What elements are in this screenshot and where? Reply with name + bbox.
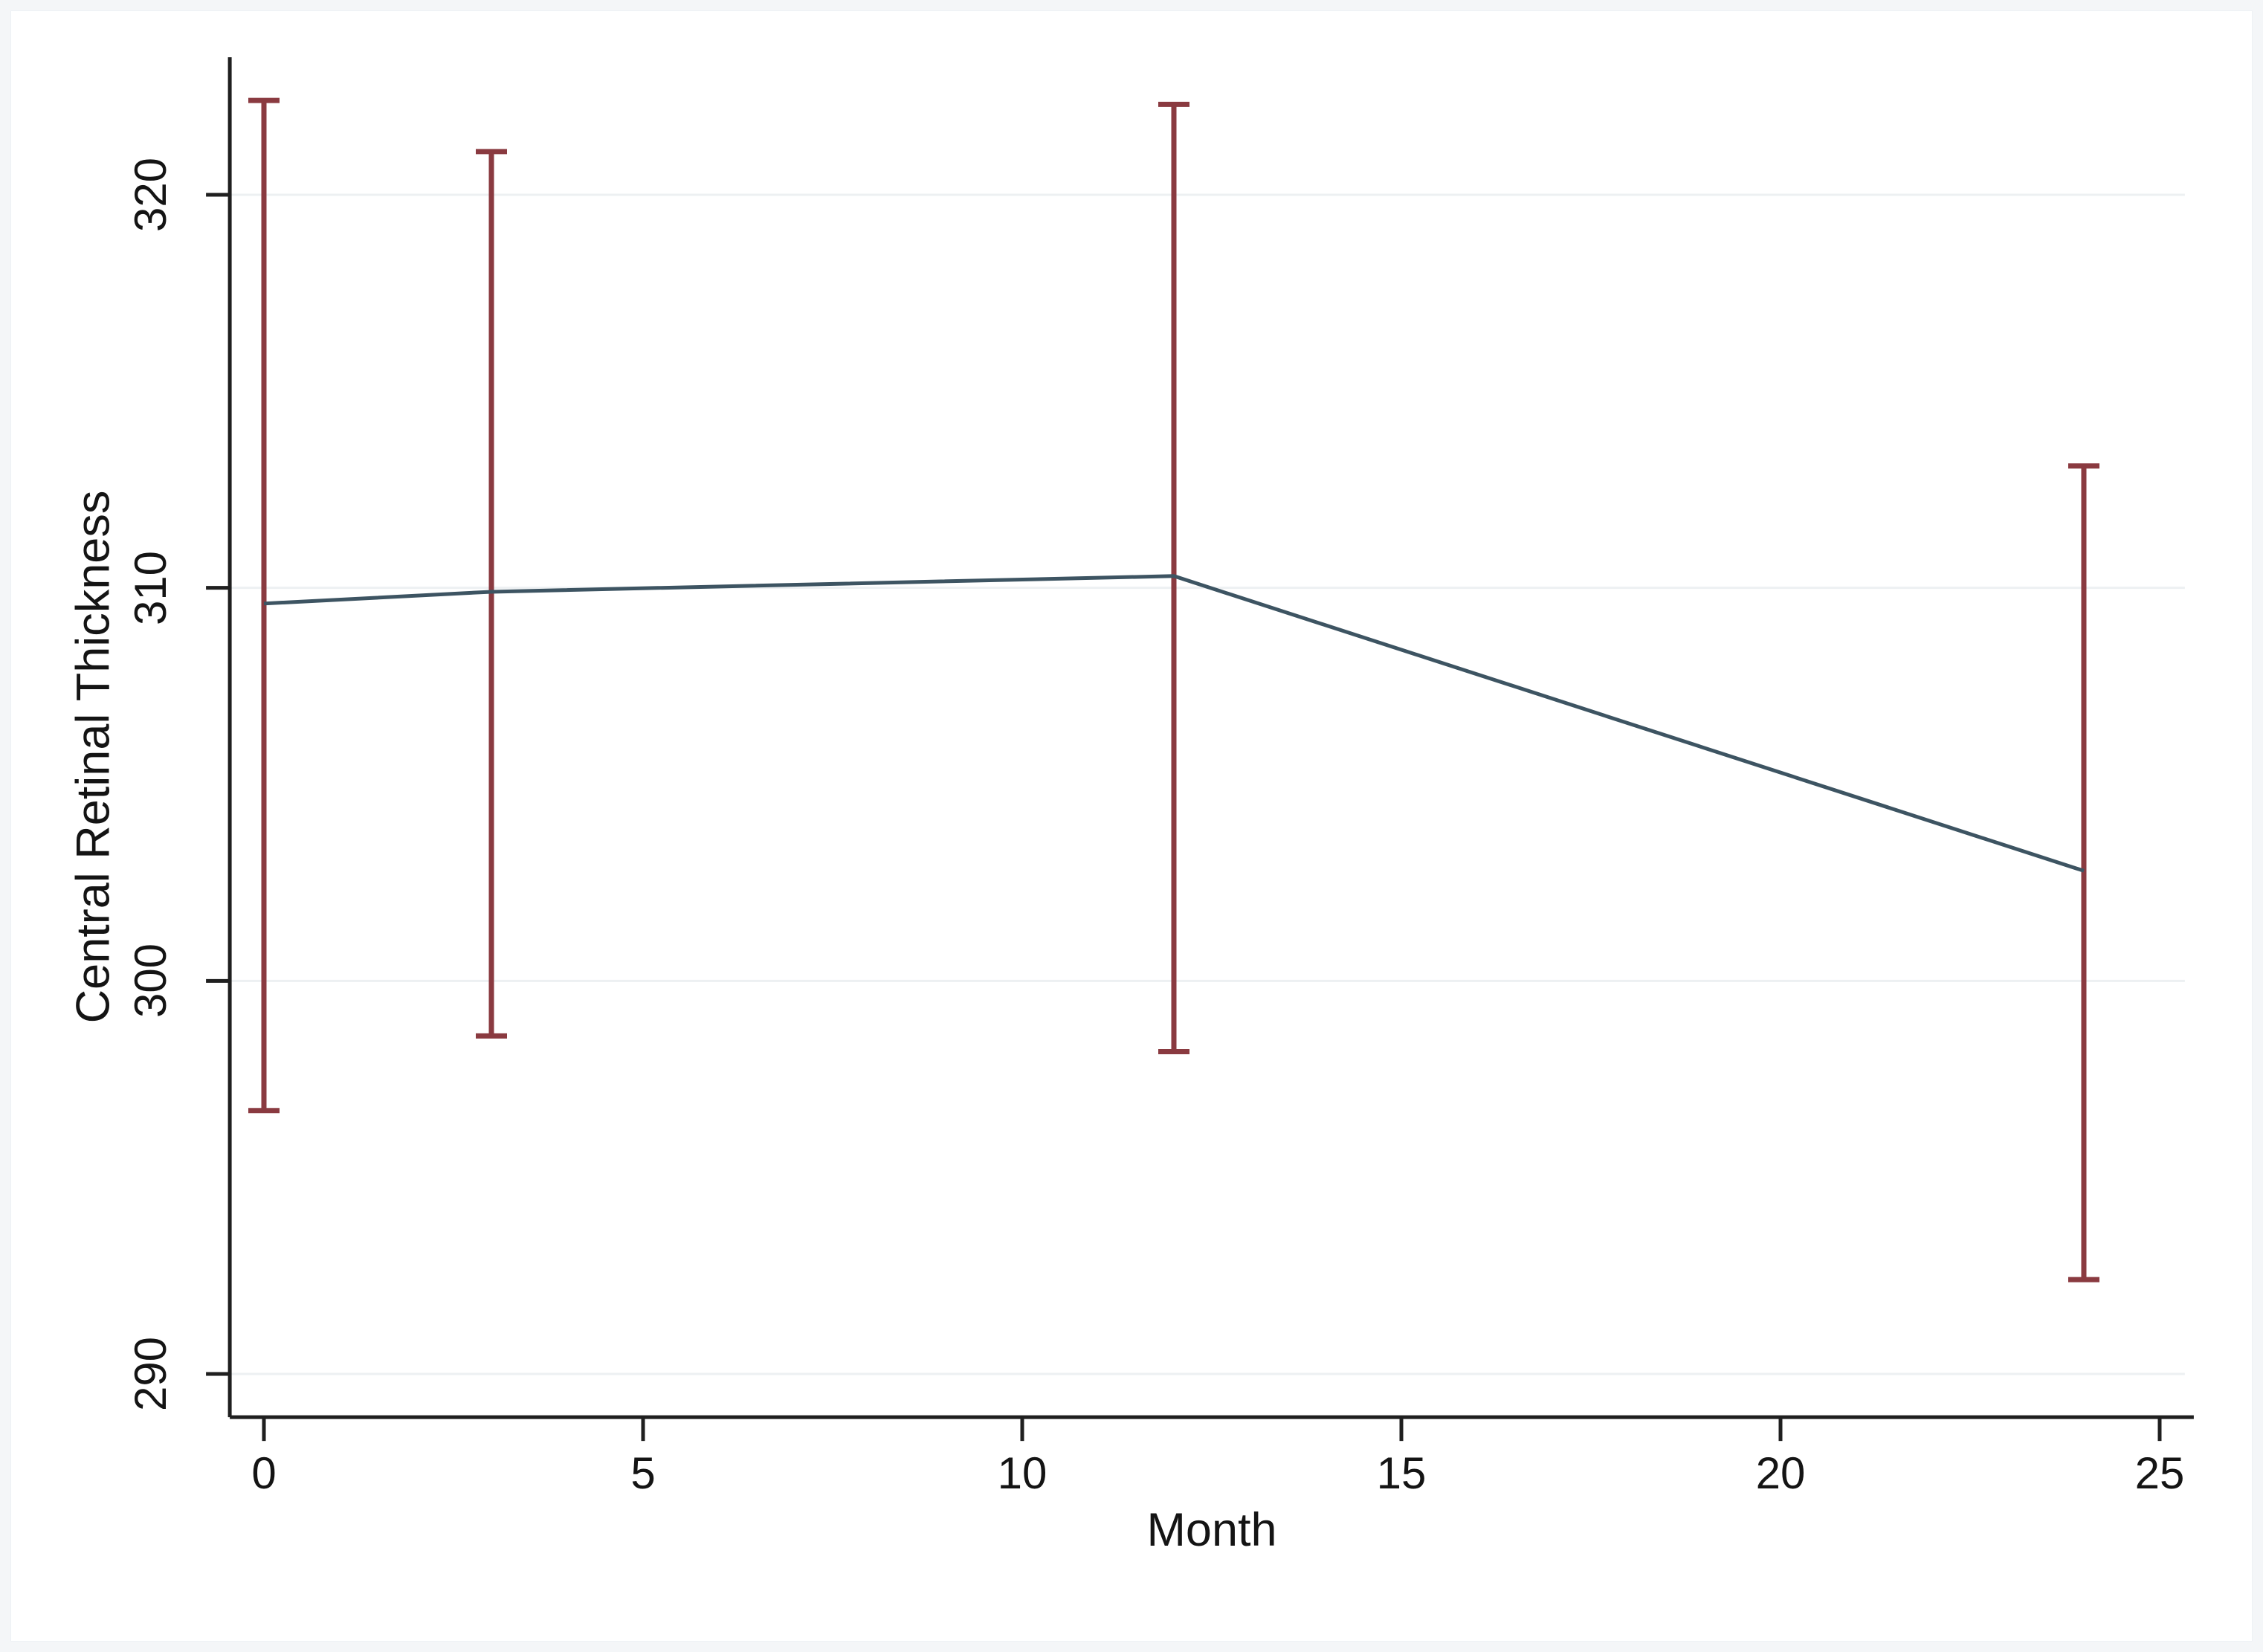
axes	[206, 57, 2194, 1442]
x-tick-label: 0	[251, 1448, 277, 1498]
x-axis-title: Month	[1146, 1504, 1277, 1556]
y-tick-label: 310	[126, 550, 175, 625]
series-polyline	[263, 574, 2085, 873]
x-tick-label: 25	[2134, 1448, 2185, 1498]
x-tick-label: 15	[1376, 1448, 1427, 1498]
y-axis-title: Central Retinal Thickness	[67, 490, 120, 1024]
x-tick-label: 10	[997, 1448, 1047, 1498]
series-line	[263, 574, 2085, 873]
x-tick-label: 5	[630, 1448, 656, 1498]
y-tick-label: 320	[126, 157, 175, 233]
y-tick-label: 300	[126, 943, 175, 1019]
y-tick-label: 290	[126, 1336, 175, 1412]
x-tick-label: 20	[1755, 1448, 1806, 1498]
gridlines	[230, 193, 2185, 1375]
error-bars	[248, 97, 2099, 1282]
